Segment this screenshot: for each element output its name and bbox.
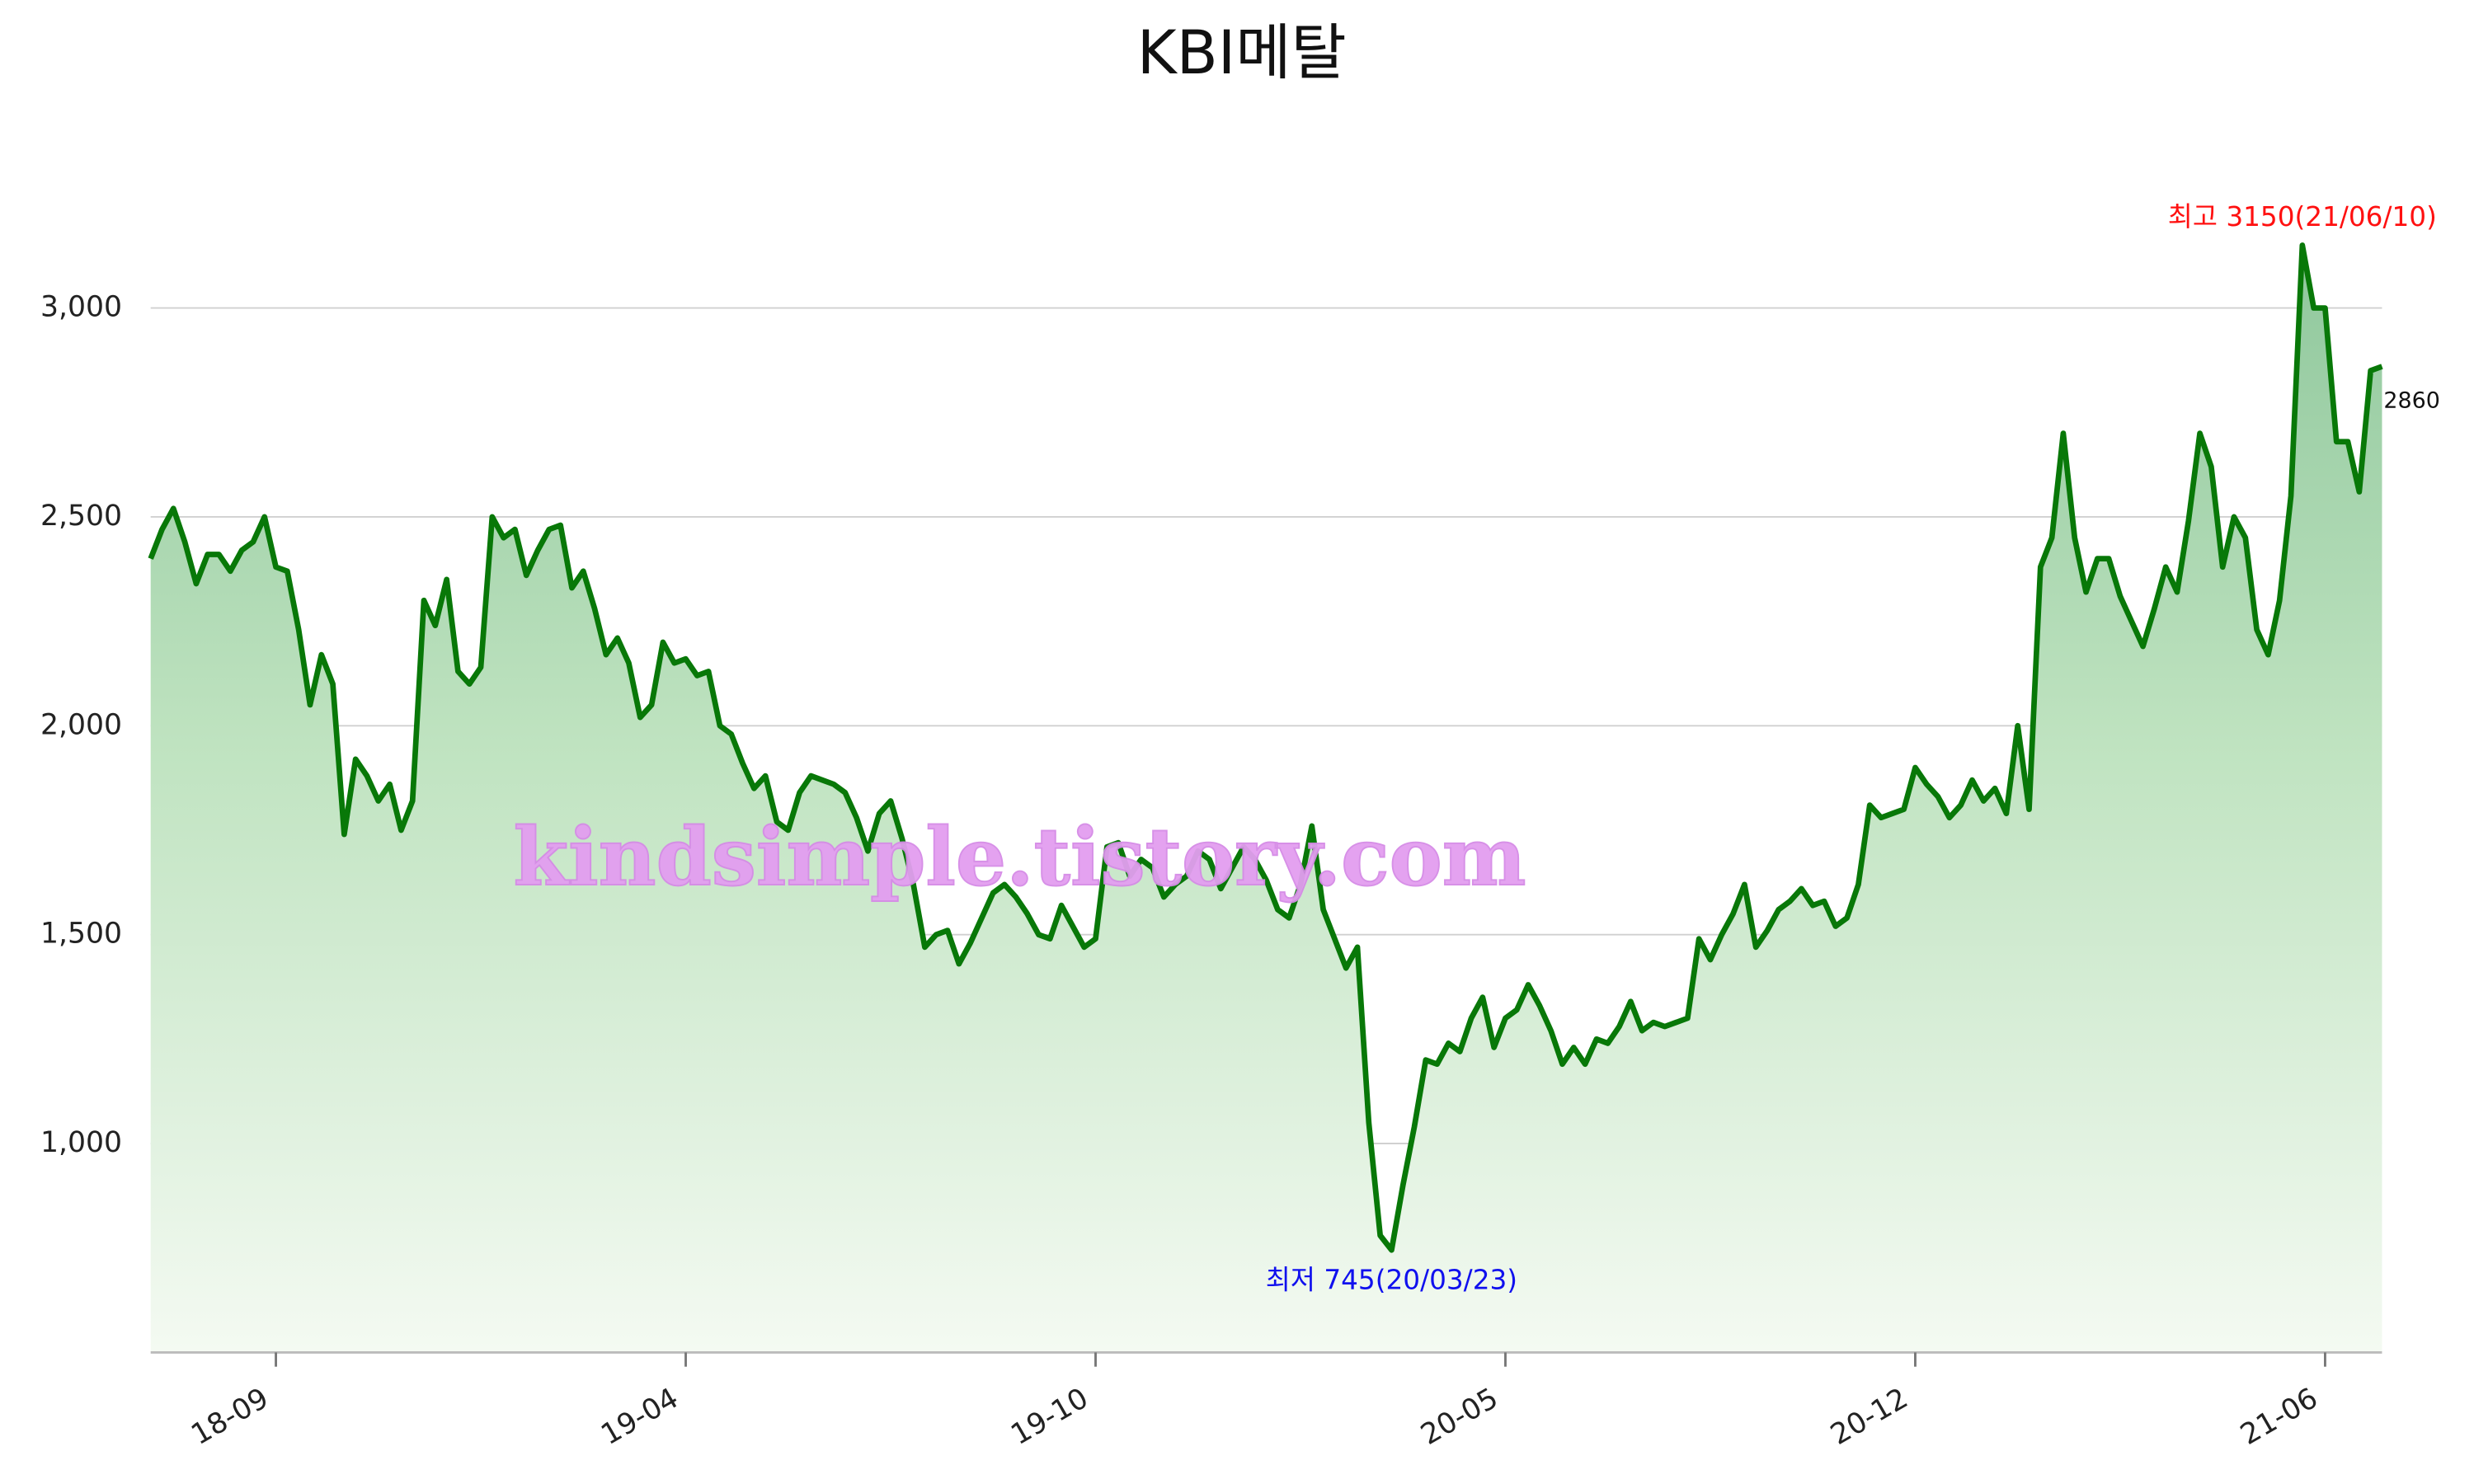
x-tick-label: 21-06: [2235, 1382, 2323, 1452]
high-annotation: 최고 3150(21/06/10): [2168, 201, 2437, 232]
y-tick-label: 1,500: [40, 918, 122, 951]
x-tick-label: 18-09: [186, 1382, 274, 1452]
y-tick-label: 2,500: [40, 500, 122, 533]
y-tick-label: 1,000: [40, 1126, 122, 1159]
low-annotation: 최저 745(20/03/23): [1266, 1265, 1517, 1296]
y-tick-label: 3,000: [40, 291, 122, 324]
price-line: [148, 242, 2383, 1253]
x-tick-label: 19-10: [1005, 1382, 1094, 1452]
x-tick-label: 20-12: [1825, 1382, 1913, 1452]
chart-title: KBI메탈: [1137, 18, 1347, 88]
x-tick-label: 20-05: [1415, 1382, 1503, 1452]
x-tick-label: 19-04: [595, 1382, 684, 1452]
watermark: kindsimple.tistory.com: [514, 810, 1526, 904]
last-value-label: 2860: [2383, 387, 2439, 413]
y-tick-label: 2,000: [40, 708, 122, 741]
area-fill: [150, 245, 2382, 1353]
